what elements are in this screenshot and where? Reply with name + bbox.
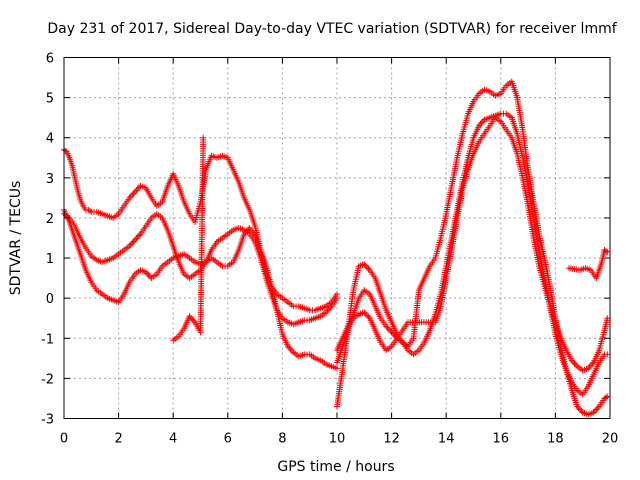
x-tick-label: 2	[114, 432, 122, 447]
y-tick-label: 4	[46, 132, 54, 147]
data-point	[129, 240, 136, 247]
data-point	[131, 237, 138, 244]
data-point	[593, 406, 600, 413]
y-tick-label: 6	[46, 52, 54, 67]
data-point	[604, 249, 611, 256]
series-group	[334, 114, 611, 374]
data-point	[287, 346, 294, 353]
data-point	[130, 238, 137, 245]
data-point	[362, 262, 369, 269]
series-group	[170, 134, 207, 344]
data-point	[384, 324, 391, 331]
data-point	[130, 190, 137, 197]
data-point	[334, 365, 340, 372]
series-group	[61, 206, 340, 372]
data-point	[604, 315, 611, 322]
x-tick-label: 4	[169, 432, 177, 447]
y-tick-label: 3	[46, 172, 54, 187]
y-tick-label: -1	[41, 332, 54, 347]
data-point	[604, 393, 611, 400]
data-point	[136, 232, 143, 239]
data-point	[324, 307, 331, 314]
data-point	[571, 360, 578, 367]
data-point	[134, 233, 141, 240]
data-point	[127, 193, 134, 200]
data-point	[200, 134, 207, 141]
y-tick-label: 0	[46, 292, 54, 307]
y-tick-label: 2	[46, 212, 54, 227]
y-tick-label: -2	[41, 372, 54, 387]
x-tick-label: 0	[60, 432, 68, 447]
y-tick-label: 5	[46, 92, 54, 107]
data-point	[602, 394, 609, 401]
data-point	[133, 187, 140, 194]
data-point	[362, 310, 369, 317]
data-point	[288, 347, 295, 354]
data-point	[365, 265, 372, 272]
data-point	[127, 241, 134, 248]
data-point	[86, 207, 93, 214]
data-points	[61, 78, 611, 418]
data-point	[478, 119, 485, 126]
x-tick-label: 18	[547, 432, 564, 447]
data-point	[189, 316, 196, 323]
x-tick-label: 6	[224, 432, 232, 447]
data-point	[572, 361, 579, 368]
data-point	[587, 362, 594, 369]
x-tick-label: 8	[278, 432, 286, 447]
x-axis-title: GPS time / hours	[277, 459, 394, 475]
data-point	[576, 406, 583, 413]
data-point	[602, 248, 609, 255]
data-point	[334, 295, 340, 302]
x-tick-label: 16	[493, 432, 510, 447]
data-point	[604, 351, 611, 358]
y-tick-label: -3	[41, 413, 54, 428]
x-tick-label: 14	[438, 432, 455, 447]
x-tick-label: 12	[383, 432, 400, 447]
x-tick-label: 20	[602, 432, 619, 447]
y-tick-label: 1	[46, 252, 54, 267]
x-tick-labels: 0 2 4 6 8 10 12 14 16 18 20	[60, 432, 618, 447]
data-point	[62, 147, 69, 154]
axis-ticks	[63, 57, 611, 419]
series-group	[334, 78, 611, 418]
data-point	[131, 188, 138, 195]
data-point	[594, 404, 601, 411]
y-axis-title: SDTVAR / TECUs	[8, 181, 24, 296]
chart-title: Day 231 of 2017, Sidereal Day-to-day VTE…	[47, 21, 617, 37]
data-point	[385, 326, 392, 333]
x-tick-label: 10	[329, 432, 346, 447]
y-tick-labels: -3 -2 -1 0 1 2 3 4 5 6	[41, 52, 54, 428]
data-point	[129, 191, 136, 198]
series-group	[566, 247, 611, 282]
data-point	[133, 235, 140, 242]
